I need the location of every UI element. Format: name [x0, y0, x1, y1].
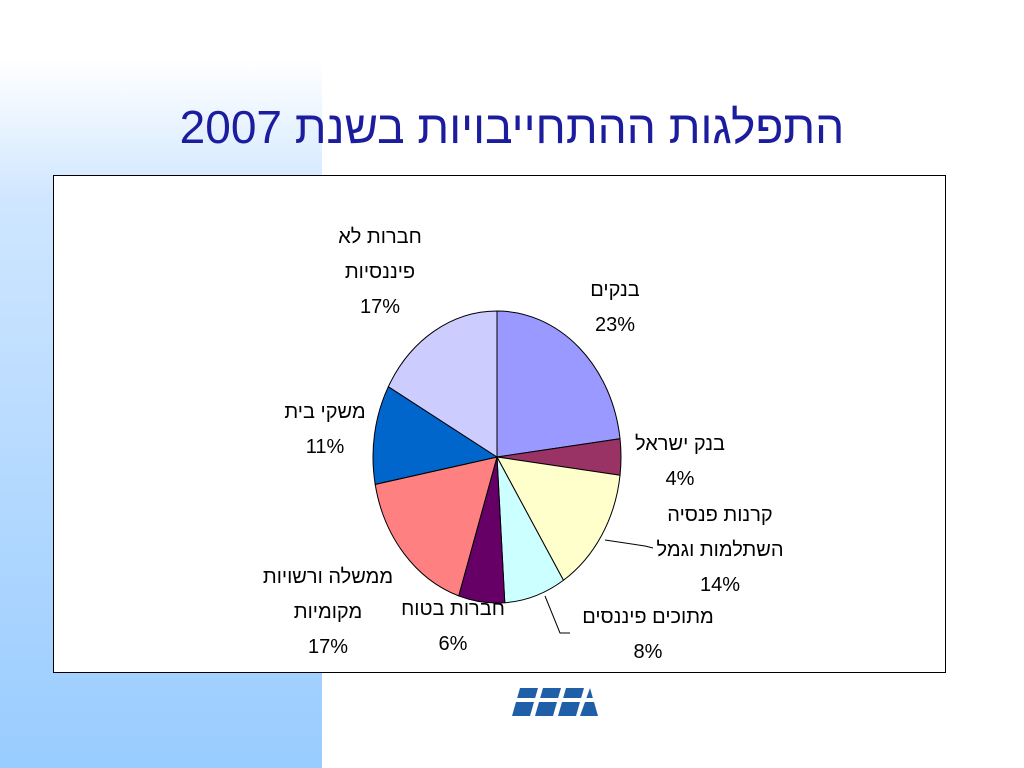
leader-line: [544, 595, 570, 634]
leader-line: [604, 539, 654, 549]
pie-slice: [496, 456, 621, 582]
slice-label: חברות לא פיננסיות: [338, 226, 422, 283]
slice-value-label: 17%: [359, 296, 401, 318]
pie-slice: [387, 310, 498, 458]
slice-value-label: 14%: [699, 574, 741, 596]
slice-value-label: 4%: [665, 468, 695, 490]
slice-value-label: 6%: [438, 633, 468, 655]
slice-label: קרנות פנסיה השתלמות וגמל: [656, 504, 784, 561]
slice-label: בנק ישראל: [635, 433, 725, 455]
slide-title: התפלגות ההתחייבויות בשנת 2007: [179, 101, 845, 153]
slice-label: בנקים: [590, 279, 640, 301]
pie-slice: [372, 385, 499, 485]
slice-value-label: 17%: [307, 636, 349, 658]
slice-value-label: 8%: [633, 641, 663, 663]
pie-slice: [496, 310, 621, 458]
pie-slice: [374, 456, 498, 597]
logo: [512, 688, 598, 716]
slice-label: משקי בית: [284, 401, 366, 423]
slice-label: חברות בטוח: [401, 598, 505, 620]
slice-value-label: 11%: [305, 436, 345, 458]
slice-label: ממשלה ורשויות מקומיות: [262, 566, 394, 623]
slice-label: מתוכים פיננסים: [582, 606, 714, 628]
slice-value-label: 23%: [594, 314, 636, 336]
